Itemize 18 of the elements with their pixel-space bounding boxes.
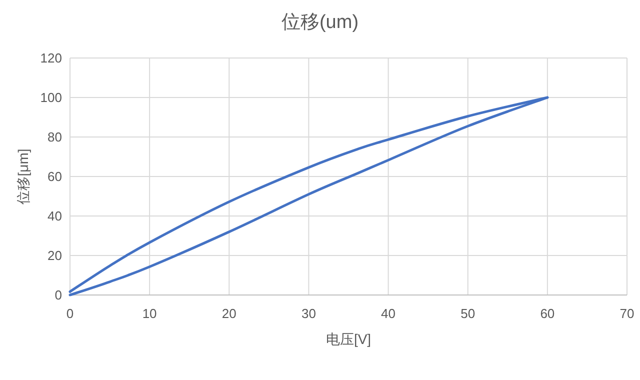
chart-title: 位移(um) xyxy=(281,12,359,33)
x-tick-label: 70 xyxy=(620,306,634,321)
y-tick-label: 40 xyxy=(48,208,62,224)
y-tick-label: 60 xyxy=(48,169,62,184)
y-tick-label: 80 xyxy=(48,130,62,144)
x-tick-label: 60 xyxy=(540,306,555,321)
x-tick-label: 40 xyxy=(381,306,396,321)
y-tick-label: 20 xyxy=(48,248,62,263)
x-tick-label: 50 xyxy=(460,306,476,321)
x-tick-label: 30 xyxy=(301,306,316,321)
x-tick-label: 0 xyxy=(66,306,74,321)
y-tick-label: 0 xyxy=(54,288,62,302)
x-tick-label: 10 xyxy=(142,306,157,321)
x-axis-title: 电压[V] xyxy=(326,331,372,347)
y-tick-label: 120 xyxy=(40,50,62,66)
x-tick-label: 20 xyxy=(222,306,236,321)
y-axis-title: 位移[μm] xyxy=(15,148,31,204)
y-tick-label: 100 xyxy=(40,90,62,105)
